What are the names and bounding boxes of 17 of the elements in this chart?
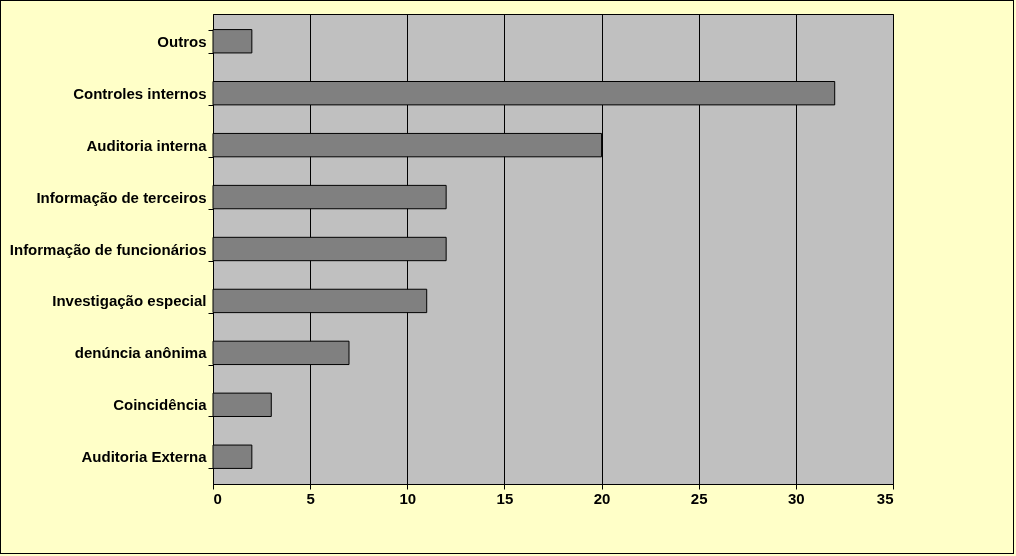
y-tick-label: Auditoria interna [86,136,208,154]
x-tick-label: 20 [593,489,611,507]
y-tick-label: Investigação especial [52,292,207,310]
y-tick-label: denúncia anônima [74,344,208,362]
x-tick-label: 35 [876,489,894,507]
x-tick-label: 25 [690,489,708,507]
x-tick-label: 5 [306,489,315,507]
y-tick-label: Controles internos [73,84,207,102]
x-tick-label: 30 [788,489,805,507]
y-tick-label: Auditoria Externa [81,448,208,466]
x-tick-label: 15 [496,489,514,507]
x-tick-label: 10 [399,489,417,507]
x-tick-label: 0 [213,489,222,507]
y-tick-label: Informação de funcionários [9,240,207,258]
y-tick-label: Outros [157,32,207,50]
y-tick-label: Coincidência [113,396,208,414]
y-tick-label: Informação de terceiros [36,188,207,206]
